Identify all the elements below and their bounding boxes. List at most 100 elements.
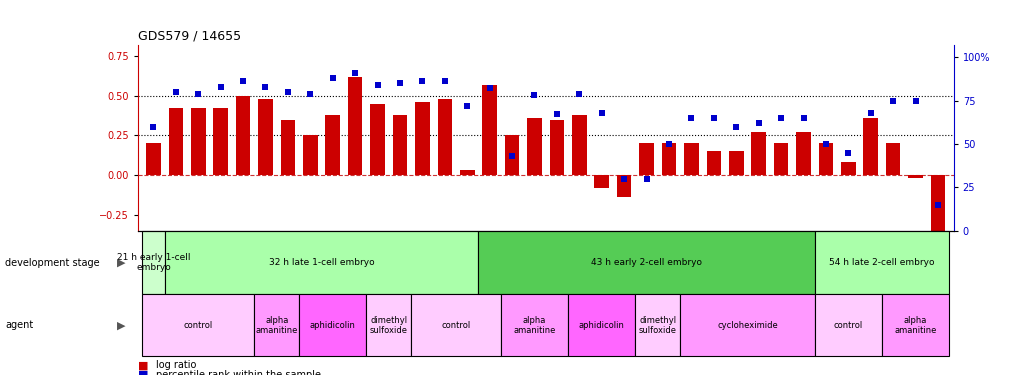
Text: alpha
amanitine: alpha amanitine — [255, 316, 298, 335]
Point — [683, 115, 699, 121]
Point — [302, 91, 318, 97]
Bar — [680, 294, 814, 356]
Bar — [280, 120, 294, 175]
Bar — [258, 99, 272, 175]
Bar — [392, 115, 407, 175]
Point — [414, 78, 430, 84]
Bar — [191, 108, 205, 175]
Point — [795, 115, 811, 121]
Bar — [164, 231, 478, 294]
Bar — [527, 118, 541, 175]
Point — [145, 123, 161, 129]
Text: dimethyl
sulfoxide: dimethyl sulfoxide — [638, 316, 677, 335]
Bar — [594, 175, 608, 188]
Text: development stage: development stage — [5, 258, 100, 267]
Text: 43 h early 2-cell embryo: 43 h early 2-cell embryo — [590, 258, 701, 267]
Text: ▶: ▶ — [117, 320, 125, 330]
Text: 21 h early 1-cell
embryо: 21 h early 1-cell embryо — [116, 253, 190, 272]
Point — [503, 153, 520, 159]
Bar — [254, 294, 299, 356]
Point — [929, 202, 946, 208]
Bar — [568, 294, 635, 356]
Text: control: control — [183, 321, 213, 330]
Bar — [814, 294, 881, 356]
Bar — [907, 175, 922, 178]
Bar — [729, 151, 743, 175]
Bar — [549, 120, 564, 175]
Point — [884, 98, 901, 104]
Text: ■: ■ — [138, 369, 148, 375]
Bar — [863, 118, 877, 175]
Bar — [751, 132, 765, 175]
Text: 54 h late 2-cell embryo: 54 h late 2-cell embryo — [828, 258, 933, 267]
Bar — [299, 294, 366, 356]
Point — [862, 110, 878, 116]
Point — [907, 98, 923, 104]
Bar — [213, 108, 227, 175]
Text: GDS579 / 14655: GDS579 / 14655 — [138, 30, 240, 42]
Bar — [504, 135, 519, 175]
Bar — [142, 231, 164, 294]
Bar — [303, 135, 317, 175]
Text: alpha
amanitine: alpha amanitine — [513, 316, 555, 335]
Text: percentile rank within the sample: percentile rank within the sample — [156, 369, 321, 375]
Point — [728, 123, 744, 129]
Point — [369, 82, 385, 88]
Point — [436, 78, 452, 84]
Text: control: control — [833, 321, 862, 330]
Bar — [886, 143, 900, 175]
Bar — [572, 115, 586, 175]
Bar — [347, 77, 362, 175]
Bar — [437, 99, 451, 175]
Bar — [482, 85, 496, 175]
Point — [638, 176, 654, 181]
Point — [571, 91, 587, 97]
Bar — [814, 231, 949, 294]
Text: aphidicolin: aphidicolin — [310, 321, 356, 330]
Point — [526, 92, 542, 98]
Bar — [635, 294, 680, 356]
Bar — [366, 294, 411, 356]
Bar — [142, 294, 254, 356]
Point — [212, 84, 228, 90]
Bar — [146, 143, 161, 175]
Point — [391, 80, 408, 86]
Point — [324, 75, 340, 81]
Point — [481, 86, 497, 92]
Bar — [684, 143, 698, 175]
Text: cycloheximide: cycloheximide — [716, 321, 777, 330]
Bar — [661, 143, 676, 175]
Bar — [460, 170, 474, 175]
Point — [257, 84, 273, 90]
Point — [459, 103, 475, 109]
Bar — [796, 132, 810, 175]
Text: agent: agent — [5, 320, 34, 330]
Text: aphidicolin: aphidicolin — [578, 321, 624, 330]
Point — [346, 70, 363, 76]
Text: 32 h late 1-cell embryo: 32 h late 1-cell embryo — [268, 258, 374, 267]
Bar — [168, 108, 183, 175]
Text: ■: ■ — [138, 360, 148, 370]
Point — [234, 78, 251, 84]
Point — [167, 89, 183, 95]
Point — [750, 120, 766, 126]
Point — [548, 111, 565, 117]
Point — [772, 115, 789, 121]
Point — [190, 91, 206, 97]
Text: dimethyl
sulfoxide: dimethyl sulfoxide — [370, 316, 408, 335]
Bar — [639, 143, 653, 175]
Bar — [235, 96, 250, 175]
Text: log ratio: log ratio — [156, 360, 197, 370]
Bar — [616, 175, 631, 197]
Bar — [818, 143, 833, 175]
Text: control: control — [441, 321, 470, 330]
Point — [279, 89, 296, 95]
Point — [660, 141, 677, 147]
Text: ▶: ▶ — [117, 258, 125, 267]
Bar — [411, 294, 500, 356]
Bar — [325, 115, 339, 175]
Bar — [370, 104, 384, 175]
Bar — [706, 151, 720, 175]
Bar — [841, 162, 855, 175]
Bar — [500, 294, 568, 356]
